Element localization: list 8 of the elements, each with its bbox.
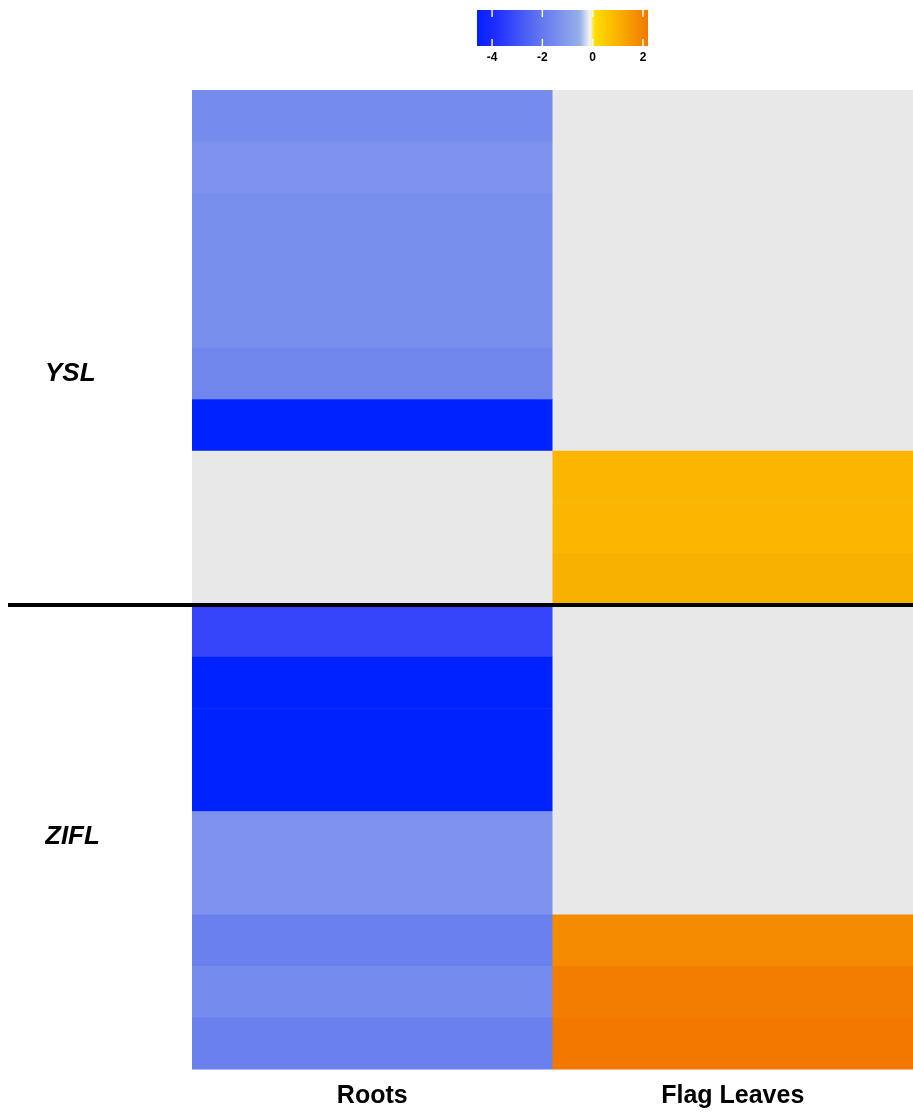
x-tick-label: Flag Leaves [661,1079,805,1108]
color-bar-label: 0 [589,50,597,65]
x-tick-label: Roots [336,1079,408,1108]
color-bar-label: 2 [639,50,647,65]
color-bar-label: -4 [486,50,498,65]
y-tick-label: YSL [45,356,96,387]
color-bar-label: -2 [537,50,549,65]
y-tick-label: ZIFL [44,820,100,851]
